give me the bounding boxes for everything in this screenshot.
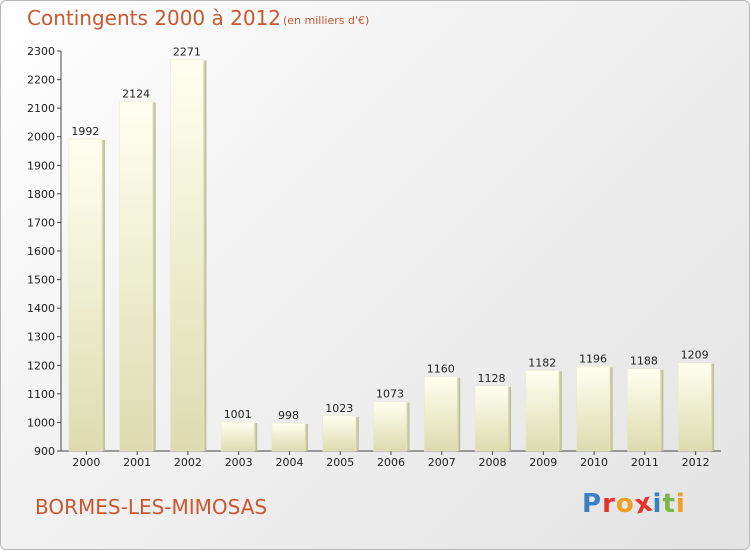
data-label-2007: 1160: [427, 363, 455, 376]
bar-2006: [373, 401, 407, 452]
data-label-2001: 2124: [122, 87, 150, 100]
bar-side: [354, 416, 359, 451]
x-tick-label: 2000: [72, 456, 100, 469]
bar-side: [202, 60, 207, 452]
bar-side: [507, 386, 512, 451]
bar-side: [100, 140, 105, 451]
bar-2011: [627, 368, 661, 452]
data-label-2010: 1196: [579, 352, 607, 365]
x-tick-label: 2001: [123, 456, 151, 469]
y-tick-label: 2000: [27, 131, 55, 144]
chart-title: Contingents 2000 à 2012: [27, 6, 282, 30]
data-label-2012: 1209: [681, 349, 709, 362]
data-label-2008: 1128: [478, 372, 506, 385]
data-label-2002: 2271: [173, 45, 201, 58]
bar-2002: [170, 59, 204, 452]
y-tick-label: 2200: [27, 74, 55, 87]
data-label-2005: 1023: [325, 402, 353, 415]
bar-side: [151, 102, 156, 452]
x-tick-label: 2012: [682, 456, 710, 469]
y-tick-label: 2300: [27, 45, 55, 58]
bar-2001: [119, 101, 153, 452]
bar-side: [710, 363, 715, 451]
x-tick-label: 2006: [377, 456, 405, 469]
x-tick-label: 2008: [479, 456, 507, 469]
bar-2005: [322, 415, 356, 452]
y-tick-label: 900: [34, 445, 55, 458]
x-tick-label: 2004: [275, 456, 303, 469]
y-tick-label: 1600: [27, 245, 55, 258]
bar-side: [253, 423, 258, 451]
y-tick-label: 2100: [27, 102, 55, 115]
bar-side: [659, 369, 664, 451]
y-tick-label: 1000: [27, 416, 55, 429]
data-label-2011: 1188: [630, 355, 658, 368]
bar-2012: [677, 362, 712, 452]
bar-side: [557, 371, 562, 451]
y-tick-label: 1700: [27, 216, 55, 229]
chart-subtitle: (en milliers d'€): [283, 14, 370, 27]
x-tick-label: 2010: [580, 456, 608, 469]
x-tick-label: 2009: [529, 456, 557, 469]
y-tick-label: 1300: [27, 331, 55, 344]
bar-side: [456, 377, 461, 451]
bar-side: [303, 424, 308, 451]
y-tick-label: 1900: [27, 159, 55, 172]
bar-2000: [68, 138, 103, 452]
x-tick-label: 2007: [428, 456, 456, 469]
bar-2010: [576, 366, 610, 452]
brand-logo: Proxiti: [582, 487, 686, 521]
x-tick-label: 2005: [326, 456, 354, 469]
bar-side: [608, 367, 613, 451]
bar-2009: [525, 370, 560, 452]
bar-2008: [474, 385, 509, 452]
bar-2003: [220, 421, 255, 452]
x-tick-label: 2003: [225, 456, 253, 469]
bar-2004: [271, 422, 306, 452]
y-tick-label: 1400: [27, 302, 55, 315]
y-tick-label: 1500: [27, 274, 55, 287]
y-tick-label: 1800: [27, 188, 55, 201]
chart-data-labels: 1992 2124 2271 1001 998 1023 1073 1160 1128 1182 1…: [71, 45, 708, 422]
chart-bars: [68, 59, 715, 452]
data-label-2000: 1992: [71, 125, 99, 138]
place-name: BORMES-LES-MIMOSAS: [35, 495, 268, 519]
bar-side: [405, 402, 410, 451]
x-tick-label: 2002: [174, 456, 202, 469]
y-tick-label: 1100: [27, 388, 55, 401]
x-tick-label: 2011: [631, 456, 659, 469]
chart-axes: 900 1000 1100 1200 1300 1400 1500 1600 1700 1800 1…: [27, 45, 721, 469]
data-label-2003: 1001: [224, 408, 252, 421]
data-label-2006: 1073: [376, 388, 404, 401]
bar-2007: [424, 376, 458, 452]
data-label-2009: 1182: [528, 356, 556, 369]
y-tick-label: 1200: [27, 359, 55, 372]
data-label-2004: 998: [278, 409, 299, 422]
